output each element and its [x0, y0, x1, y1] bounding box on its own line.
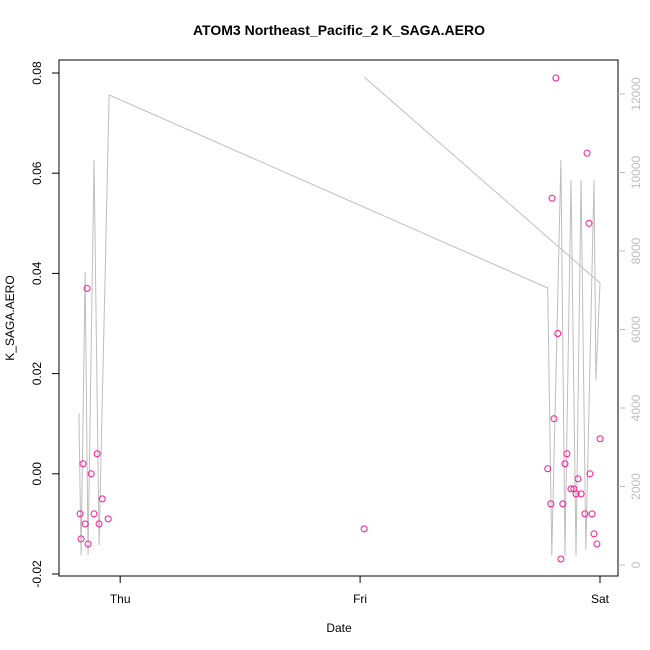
data-point [87, 470, 95, 478]
x-tick-label: Fri [353, 592, 367, 606]
data-point [567, 485, 575, 493]
data-point [563, 450, 571, 458]
data-point [550, 415, 558, 423]
y2-tick-label: 0 [629, 561, 643, 568]
data-point [360, 525, 368, 533]
x-axis-label: Date [326, 621, 352, 635]
y2-tick-label: 6000 [629, 316, 643, 343]
data-point [98, 495, 106, 503]
data-point [590, 530, 598, 538]
data-point [596, 435, 604, 443]
data-point [581, 510, 589, 518]
y-tick-label: 0.06 [30, 161, 44, 185]
data-point [554, 330, 562, 338]
data-point [83, 284, 91, 292]
data-point [583, 149, 591, 157]
y-tick-label: 0.04 [30, 261, 44, 285]
data-point [84, 540, 92, 548]
data-point [104, 515, 112, 523]
data-point [574, 475, 582, 483]
x-tick-label: Thu [110, 592, 131, 606]
data-line [78, 76, 601, 556]
y2-tick-label: 8000 [629, 237, 643, 264]
y-tick-label: -0.02 [30, 560, 44, 588]
data-point [593, 540, 601, 548]
plot-box [58, 59, 619, 577]
data-point [95, 520, 103, 528]
x-tick-label: Sat [591, 592, 610, 606]
chart-title: ATOM3 Northeast_Pacific_2 K_SAGA.AERO [193, 22, 485, 38]
data-point [559, 500, 567, 508]
y2-tick-label: 2000 [629, 473, 643, 500]
data-point [90, 510, 98, 518]
data-point [76, 510, 84, 518]
data-point [544, 465, 552, 473]
y2-tick-label: 12000 [629, 77, 643, 111]
data-point [561, 460, 569, 468]
y-tick-label: 0.02 [30, 362, 44, 386]
data-point [548, 194, 556, 202]
data-point [552, 74, 560, 82]
y-tick-label: 0.08 [30, 61, 44, 85]
data-point [93, 450, 101, 458]
data-point [577, 490, 585, 498]
data-point [586, 470, 594, 478]
data-point [585, 219, 593, 227]
y2-tick-label: 10000 [629, 155, 643, 189]
data-point [588, 510, 596, 518]
data-point [79, 460, 87, 468]
y2-tick-label: 4000 [629, 394, 643, 421]
data-point [81, 520, 89, 528]
data-point [557, 555, 565, 563]
y-axis-label: K_SAGA.AERO [3, 275, 17, 360]
data-point [77, 535, 85, 543]
data-point [547, 500, 555, 508]
y-tick-label: 0.00 [30, 462, 44, 486]
data-point [572, 490, 580, 498]
